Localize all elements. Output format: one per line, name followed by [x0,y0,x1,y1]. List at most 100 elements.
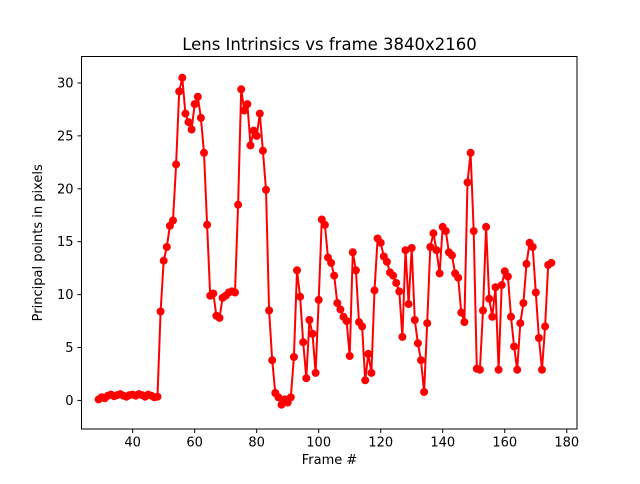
data-point-marker [293,266,301,275]
data-point-marker [203,220,212,229]
x-tick-label: 180 [554,436,579,451]
data-point-marker [302,374,311,383]
data-point-marker [358,322,367,331]
data-point-marker [426,243,435,251]
data-point-marker [237,85,246,94]
data-point-marker [541,322,550,331]
data-point-marker [296,292,305,301]
x-tick-label: 140 [430,436,455,451]
data-point-marker [513,365,522,374]
data-point-marker [268,356,277,365]
data-point-marker [413,339,422,348]
data-point-marker [469,227,478,236]
data-point-marker [262,185,270,194]
data-point-marker [314,295,323,304]
x-axis-ticks: 40 60 80 100 120 140 160 180 [124,429,579,451]
data-point-marker [243,100,252,109]
data-point-marker [417,356,425,365]
data-point-marker [528,243,537,251]
data-point-marker [410,316,419,324]
data-point-marker [475,365,484,374]
data-point-marker [367,368,376,377]
data-point-marker [503,272,512,281]
data-point-marker [181,109,190,118]
data-point-marker [255,109,264,118]
data-point-marker [370,286,379,295]
data-point-marker [466,148,475,157]
data-point-marker [333,299,342,308]
data-point-marker [308,329,317,338]
data-point-marker [485,294,494,303]
data-point-marker [184,118,193,127]
data-point-marker [454,273,463,282]
data-point-marker [320,220,329,229]
data-point-marker [538,365,546,374]
data-point-marker [522,259,531,268]
data-point-marker [479,306,487,315]
data-point-marker [172,160,181,169]
x-tick-label: 100 [306,436,331,451]
data-point-marker [497,281,506,290]
data-point-marker [429,229,438,238]
y-tick-label: 15 [57,235,74,250]
data-point-marker [407,244,416,252]
data-point-marker [547,258,556,267]
data-point-marker [519,299,528,308]
data-point-marker [190,100,199,109]
data-point-marker [516,319,525,328]
x-tick-label: 40 [124,436,141,451]
data-point-markers [94,73,556,409]
data-point-marker [286,393,295,402]
data-point-marker [376,238,385,247]
data-point-marker [156,307,165,316]
data-point-marker [382,257,391,266]
data-point-marker [423,319,432,328]
y-tick-label: 25 [57,129,74,144]
data-point-marker [488,312,497,321]
data-point-marker [193,92,202,101]
data-point-marker [482,222,491,231]
data-point-marker [336,305,345,314]
chart-title: Lens Intrinsics vs frame 3840x2160 [182,35,477,54]
data-point-marker [234,200,243,209]
data-point-marker [348,248,357,257]
data-point-marker [274,393,283,402]
data-point-marker [299,338,308,347]
data-point-marker [510,342,519,351]
data-point-marker [215,313,224,322]
data-point-marker [209,289,218,298]
data-point-marker [187,125,196,134]
data-point-marker [432,246,441,255]
data-point-marker [463,178,472,187]
data-point-marker [289,353,298,361]
x-tick-label: 160 [492,436,517,451]
y-tick-label: 10 [57,288,74,303]
data-point-marker [491,283,500,292]
data-point-marker [345,352,354,360]
x-tick-label: 60 [186,436,203,451]
data-point-marker [311,368,320,377]
data-point-marker [153,392,162,401]
data-point-marker [448,251,456,260]
data-point-marker [200,148,208,157]
data-point-marker [258,146,267,155]
y-tick-label: 20 [57,182,74,197]
data-point-marker [178,73,187,82]
y-axis-ticks: 0 5 10 15 20 25 30 [57,76,82,409]
data-point-marker [265,306,274,315]
data-point-marker [398,332,407,341]
data-point-marker [327,258,336,267]
data-point-marker [534,334,543,342]
x-tick-label: 120 [368,436,393,451]
y-axis-label: Principal points in pixels [31,164,46,321]
data-point-marker [401,246,410,255]
data-point-marker [175,87,184,96]
data-point-marker [364,349,373,358]
data-point-marker [351,266,360,275]
data-point-marker [435,269,444,278]
data-point-marker [389,271,398,280]
data-point-marker [159,256,168,265]
data-point-marker [361,376,370,385]
data-point-marker [531,288,540,297]
